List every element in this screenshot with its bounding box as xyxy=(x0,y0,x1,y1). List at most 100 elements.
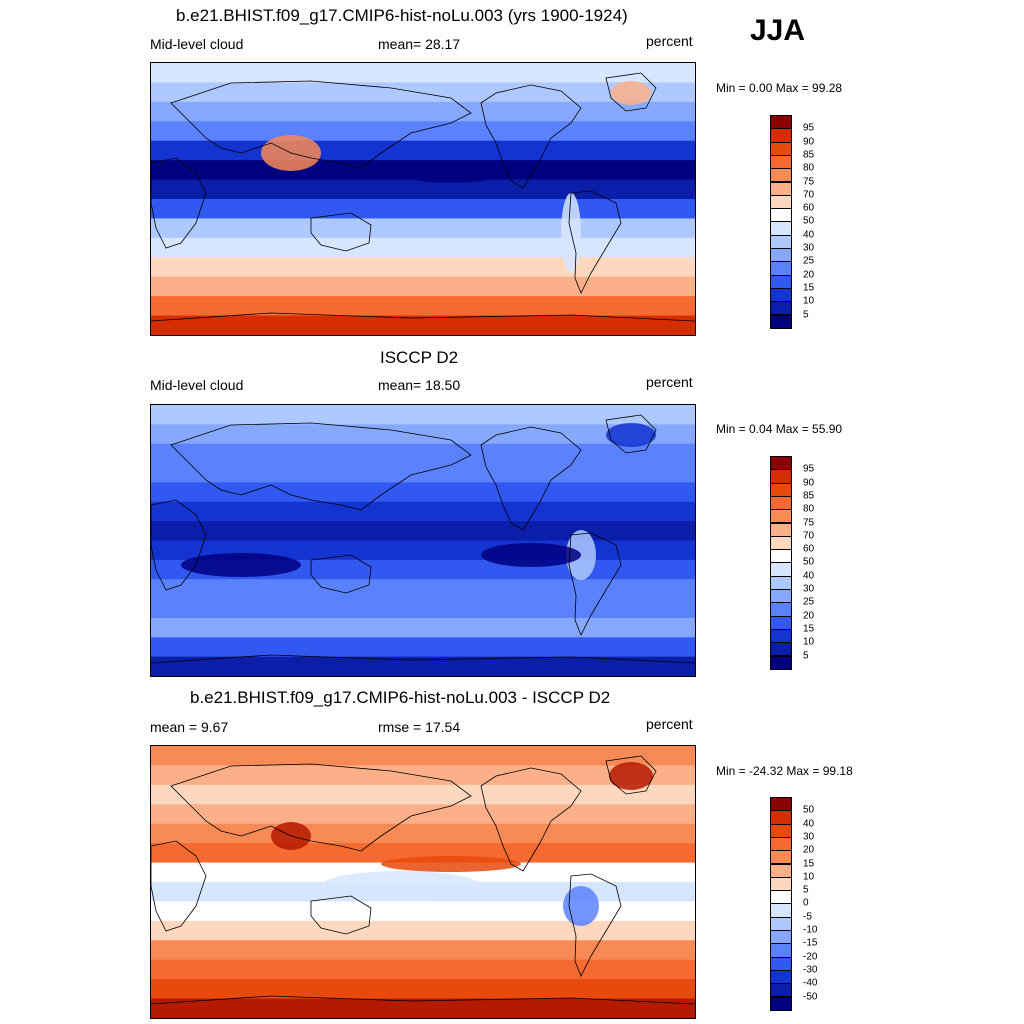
colorbar-swatch xyxy=(770,208,792,223)
panel-2-colorbar xyxy=(770,456,794,670)
colorbar-tick-label: -50 xyxy=(803,991,818,1002)
colorbar-tick-label: 80 xyxy=(803,503,815,515)
colorbar-tick-label: 85 xyxy=(803,490,815,502)
colorbar-swatch xyxy=(770,589,792,604)
panel-3-rmse-label: rmse = 17.54 xyxy=(378,719,461,735)
colorbar-tick-label: 25 xyxy=(803,596,815,608)
colorbar-swatch xyxy=(770,261,792,276)
colorbar-tick-label: -15 xyxy=(803,937,818,949)
colorbar-tick-label: 70 xyxy=(803,189,815,201)
colorbar-tick-label: 75 xyxy=(803,176,815,187)
colorbar-tick-label: 50 xyxy=(803,215,815,227)
colorbar-tick-label: -5 xyxy=(803,911,812,923)
colorbar-tick-label: 20 xyxy=(803,844,815,856)
colorbar-swatch xyxy=(770,301,792,316)
colorbar-tick-label: 40 xyxy=(803,229,815,241)
colorbar-swatch xyxy=(770,890,792,905)
panel-3-colorbar xyxy=(770,797,794,1011)
colorbar-swatch xyxy=(770,943,792,958)
colorbar-tick-label: 90 xyxy=(803,136,815,148)
colorbar-swatch xyxy=(770,655,792,670)
colorbar-swatch xyxy=(770,969,792,985)
colorbar-swatch xyxy=(770,495,792,511)
colorbar-swatch xyxy=(770,115,792,130)
colorbar-tick-label: 60 xyxy=(803,202,815,214)
panel-3-mean-label: mean = 9.67 xyxy=(150,719,229,735)
colorbar-swatch xyxy=(770,128,792,143)
colorbar-tick-label: 15 xyxy=(803,282,815,294)
colorbar-swatch xyxy=(770,549,792,564)
panel-2-title: ISCCP D2 xyxy=(380,348,459,367)
panel-1-mean-label: mean= 28.17 xyxy=(378,36,461,52)
colorbar-swatch xyxy=(770,628,792,644)
colorbar-swatch xyxy=(770,141,792,156)
colorbar-tick-label: 20 xyxy=(803,610,815,622)
colorbar-swatch xyxy=(770,836,792,852)
colorbar-tick-label: 95 xyxy=(803,463,815,475)
colorbar-tick-label: 70 xyxy=(803,530,815,542)
panel-2-mean-label: mean= 18.50 xyxy=(378,377,461,393)
colorbar-tick-label: 20 xyxy=(803,269,815,281)
colorbar-swatch xyxy=(770,863,792,878)
panel-3-units-label: percent xyxy=(646,716,693,732)
colorbar-swatch xyxy=(770,154,792,170)
colorbar-tick-label: 95 xyxy=(803,122,815,134)
panel-3-minmax: Min = -24.32 Max = 99.18 xyxy=(716,764,853,778)
colorbar-swatch xyxy=(770,522,792,537)
colorbar-tick-label: 40 xyxy=(803,570,815,582)
colorbar-swatch xyxy=(770,314,792,329)
colorbar-swatch xyxy=(770,810,792,825)
colorbar-swatch xyxy=(770,916,792,931)
colorbar-tick-label: 0 xyxy=(803,897,809,909)
colorbar-tick-label: 15 xyxy=(803,858,815,869)
colorbar-tick-label: -30 xyxy=(803,964,818,976)
colorbar-tick-label: 25 xyxy=(803,255,815,267)
colorbar-swatch xyxy=(770,535,792,551)
season-label: JJA xyxy=(750,14,806,47)
colorbar-tick-label: 10 xyxy=(803,871,815,883)
panel-3-title: b.e21.BHIST.f09_g17.CMIP6-hist-noLu.003 … xyxy=(190,688,611,707)
colorbar-tick-label: -20 xyxy=(803,951,818,963)
colorbar-swatch xyxy=(770,642,792,657)
colorbar-tick-label: 5 xyxy=(803,650,809,661)
colorbar-tick-label: 30 xyxy=(803,583,815,595)
colorbar-tick-label: 10 xyxy=(803,636,815,648)
panel-1-colorbar xyxy=(770,115,794,329)
panel-2-units-label: percent xyxy=(646,374,693,390)
colorbar-tick-label: -40 xyxy=(803,977,818,989)
colorbar-swatch xyxy=(770,876,792,892)
colorbar-tick-label: 75 xyxy=(803,517,815,528)
colorbar-swatch xyxy=(770,194,792,210)
colorbar-tick-label: 40 xyxy=(803,818,815,830)
colorbar-tick-label: -10 xyxy=(803,924,818,936)
panel-1-left-label: Mid-level cloud xyxy=(150,36,244,52)
panel-1-title: b.e21.BHIST.f09_g17.CMIP6-hist-noLu.003 … xyxy=(176,6,628,25)
colorbar-swatch xyxy=(770,181,792,196)
colorbar-swatch xyxy=(770,248,792,263)
panel-1-units-label: percent xyxy=(646,33,693,49)
colorbar-swatch xyxy=(770,234,792,249)
colorbar-swatch xyxy=(770,274,792,289)
colorbar-swatch xyxy=(770,509,792,524)
colorbar-tick-label: 5 xyxy=(803,884,809,896)
colorbar-swatch xyxy=(770,469,792,484)
colorbar-tick-label: 90 xyxy=(803,477,815,489)
colorbar-tick-label: 5 xyxy=(803,309,809,320)
panel-3-map xyxy=(150,745,696,1019)
colorbar-tick-label: 50 xyxy=(803,804,815,816)
colorbar-swatch xyxy=(770,562,792,577)
colorbar-swatch xyxy=(770,482,792,497)
colorbar-tick-label: 10 xyxy=(803,295,815,307)
colorbar-swatch xyxy=(770,956,792,971)
colorbar-swatch xyxy=(770,575,792,590)
colorbar-tick-label: 80 xyxy=(803,162,815,174)
panel-2-left-label: Mid-level cloud xyxy=(150,377,244,393)
colorbar-swatch xyxy=(770,823,792,838)
colorbar-swatch xyxy=(770,983,792,998)
colorbar-swatch xyxy=(770,287,792,303)
colorbar-swatch xyxy=(770,168,792,183)
colorbar-swatch xyxy=(770,615,792,630)
colorbar-swatch xyxy=(770,930,792,945)
colorbar-swatch xyxy=(770,996,792,1011)
colorbar-swatch xyxy=(770,456,792,471)
